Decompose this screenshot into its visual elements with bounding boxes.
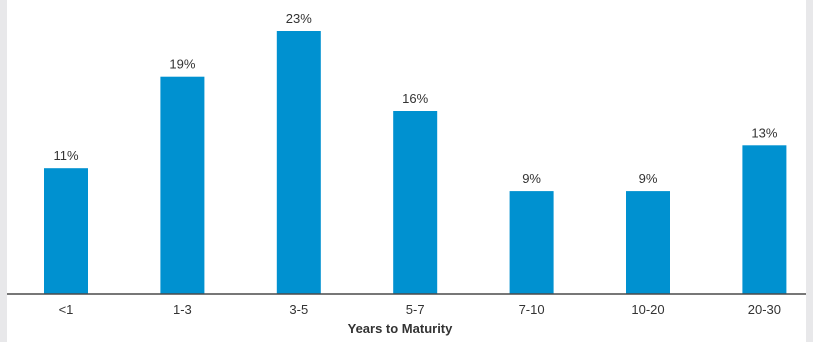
value-label-6: 9% — [639, 171, 658, 186]
bar-4 — [393, 111, 438, 294]
x-tick-label-2: 1-3 — [173, 302, 192, 317]
value-label-2: 19% — [169, 57, 195, 72]
bar-3 — [276, 31, 321, 294]
value-label-4: 16% — [402, 91, 428, 106]
maturity-bar-chart: 11% 19% 23% 16% 9% 9% 13% <1 1-3 3-5 5-7 7-10 10-20… — [7, 11, 806, 336]
x-axis-title: Years to Maturity — [348, 321, 454, 336]
x-tick-label-6: 10-20 — [631, 302, 664, 317]
bar-2 — [160, 76, 205, 294]
value-labels-group: 11% 19% 23% 16% 9% 9% 13% — [53, 11, 777, 186]
bar-1 — [44, 168, 88, 294]
x-tick-label-5: 7-10 — [519, 302, 545, 317]
value-label-3: 23% — [286, 11, 312, 26]
chart-frame: 11% 19% 23% 16% 9% 9% 13% <1 1-3 3-5 5-7 7-10 10-20… — [7, 0, 806, 342]
bar-7 — [742, 145, 787, 294]
x-tick-label-1: <1 — [59, 302, 74, 317]
bar-6 — [626, 191, 670, 294]
tick-labels-group: <1 1-3 3-5 5-7 7-10 10-20 20-30 — [59, 302, 781, 317]
value-label-7: 13% — [751, 125, 777, 140]
bars-group — [44, 31, 787, 294]
x-tick-label-4: 5-7 — [406, 302, 425, 317]
x-tick-label-7: 20-30 — [748, 302, 781, 317]
value-label-1: 11% — [53, 148, 78, 163]
x-tick-label-3: 3-5 — [289, 302, 308, 317]
bar-5 — [509, 191, 554, 294]
value-label-5: 9% — [522, 171, 541, 186]
